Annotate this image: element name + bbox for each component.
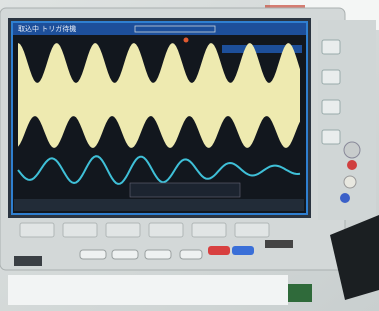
button[interactable] (180, 250, 202, 259)
button[interactable] (322, 40, 340, 54)
measure-box (130, 183, 240, 197)
button[interactable] (145, 250, 171, 259)
softkey-bar (14, 199, 304, 211)
button[interactable] (322, 70, 340, 84)
softkey[interactable] (63, 223, 97, 237)
trigger-marker (184, 38, 189, 43)
button[interactable] (112, 250, 138, 259)
knob-blue[interactable] (340, 193, 350, 203)
button[interactable] (80, 250, 106, 259)
softkey[interactable] (235, 223, 269, 237)
oscilloscope-photo: 取込中 トリガ待機 (0, 0, 379, 311)
red-button[interactable] (208, 246, 230, 255)
blue-button[interactable] (232, 246, 254, 255)
page: {"screen": {"status": "取込中 トリガ待機"}} 取込中 … (0, 0, 379, 311)
usb-port (14, 256, 42, 266)
status-text: 取込中 トリガ待機 (18, 24, 76, 33)
desk (8, 275, 288, 305)
button[interactable] (322, 100, 340, 114)
softkey[interactable] (20, 223, 54, 237)
knob[interactable] (344, 176, 356, 188)
softkey[interactable] (192, 223, 226, 237)
knob[interactable] (344, 142, 360, 158)
slot (265, 240, 293, 248)
softkey[interactable] (149, 223, 183, 237)
knob-red[interactable] (347, 160, 357, 170)
button[interactable] (322, 130, 340, 144)
softkey[interactable] (106, 223, 140, 237)
